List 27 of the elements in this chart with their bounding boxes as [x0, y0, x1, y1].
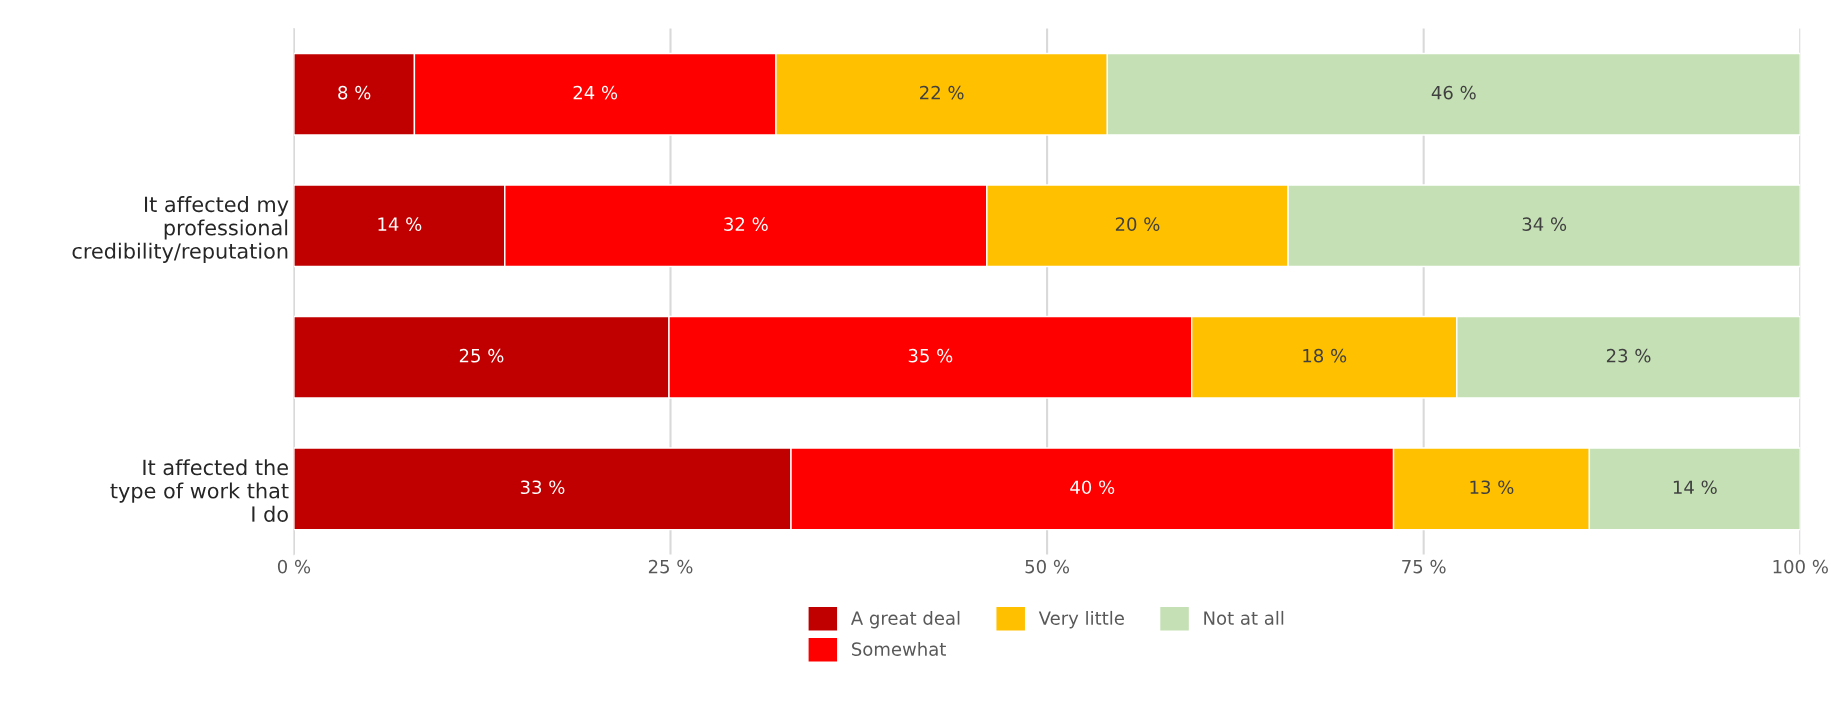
y-tick-label: It affected my professional credibility/reputation — [72, 196, 289, 263]
data-label: 20 % — [1115, 217, 1160, 231]
data-label: 46 % — [1431, 85, 1476, 100]
data-label: 34 % — [1522, 217, 1567, 231]
x-tick-label: 25 % — [648, 559, 693, 574]
data-label: 23 % — [1606, 348, 1651, 363]
data-label: 13 % — [1470, 480, 1514, 495]
data-label: 33 % — [520, 480, 565, 495]
x-tick-label: 0 % — [277, 559, 311, 574]
x-tick-label: 50 % — [1025, 559, 1070, 574]
legend-label: Not at all — [1204, 610, 1284, 625]
legend-label: Very little — [1038, 610, 1124, 629]
x-tick-label: 75 % — [1402, 559, 1446, 574]
data-label: 18 % — [1303, 348, 1347, 363]
data-label: 14 % — [378, 217, 422, 231]
legend-label: A great deal — [850, 610, 960, 629]
x-tick-label: 100 % — [1773, 559, 1828, 574]
data-label: 35 % — [908, 348, 953, 363]
data-label: 32 % — [724, 217, 768, 231]
y-tick-label: It affected the type of work that I do — [110, 459, 289, 522]
data-label: 14 % — [1673, 480, 1717, 495]
data-label: 25 % — [459, 348, 504, 363]
legend-label: Somewhat — [852, 641, 946, 656]
data-label: 8 % — [338, 85, 371, 100]
data-label: 40 % — [1070, 480, 1115, 495]
data-label: 24 % — [573, 85, 618, 100]
data-label: 22 % — [920, 85, 964, 100]
